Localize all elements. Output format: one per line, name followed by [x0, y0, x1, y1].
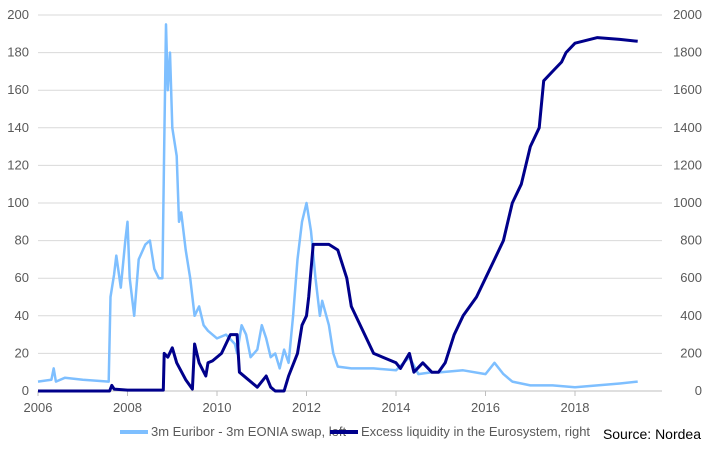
y-right-tick-label: 1200 [673, 157, 702, 172]
x-tick-label: 2018 [561, 400, 590, 415]
x-tick-label: 2010 [203, 400, 232, 415]
legend-swatch-liquidity [330, 429, 358, 434]
y-left-tick-label: 40 [15, 308, 29, 323]
y-right-tick-label: 1600 [673, 82, 702, 97]
legend-swatch-euribor [120, 429, 148, 434]
y-left-tick-label: 100 [7, 195, 29, 210]
x-tick-label: 2008 [113, 400, 142, 415]
y-right-tick-label: 200 [680, 345, 702, 360]
x-tick-label: 2016 [471, 400, 500, 415]
y-left-tick-label: 160 [7, 82, 29, 97]
y-left-tick-label: 120 [7, 157, 29, 172]
chart-plot: 0204060801001201401601802000200400600800… [7, 7, 702, 415]
y-left-tick-label: 80 [15, 233, 29, 248]
series-line-liquidity [38, 36, 638, 393]
legend-item-euribor: 3m Euribor - 3m EONIA swap, left [120, 424, 346, 439]
legend-label-liquidity: Excess liquidity in the Eurosystem, righ… [361, 424, 591, 439]
y-left-tick-label: 200 [7, 7, 29, 22]
y-right-tick-label: 0 [695, 383, 702, 398]
y-right-tick-label: 800 [680, 233, 702, 248]
x-tick-label: 2006 [24, 400, 53, 415]
y-right-tick-label: 1800 [673, 45, 702, 60]
y-right-tick-label: 600 [680, 270, 702, 285]
y-left-tick-label: 180 [7, 45, 29, 60]
y-right-tick-label: 1400 [673, 120, 702, 135]
x-tick-label: 2012 [292, 400, 321, 415]
legend-label-euribor: 3m Euribor - 3m EONIA swap, left [151, 424, 347, 439]
y-right-tick-label: 400 [680, 308, 702, 323]
y-left-tick-label: 60 [15, 270, 29, 285]
x-tick-label: 2014 [382, 400, 411, 415]
y-left-tick-label: 20 [15, 345, 29, 360]
y-right-tick-label: 1000 [673, 195, 702, 210]
y-left-tick-label: 140 [7, 120, 29, 135]
legend-item-liquidity: Excess liquidity in the Eurosystem, righ… [330, 424, 590, 439]
legend: 3m Euribor - 3m EONIA swap, left Excess … [0, 424, 711, 444]
y-left-tick-label: 0 [22, 383, 29, 398]
y-right-tick-label: 2000 [673, 7, 702, 22]
series-line-euribor [37, 23, 638, 389]
source-note: Source: Nordea [602, 426, 701, 442]
